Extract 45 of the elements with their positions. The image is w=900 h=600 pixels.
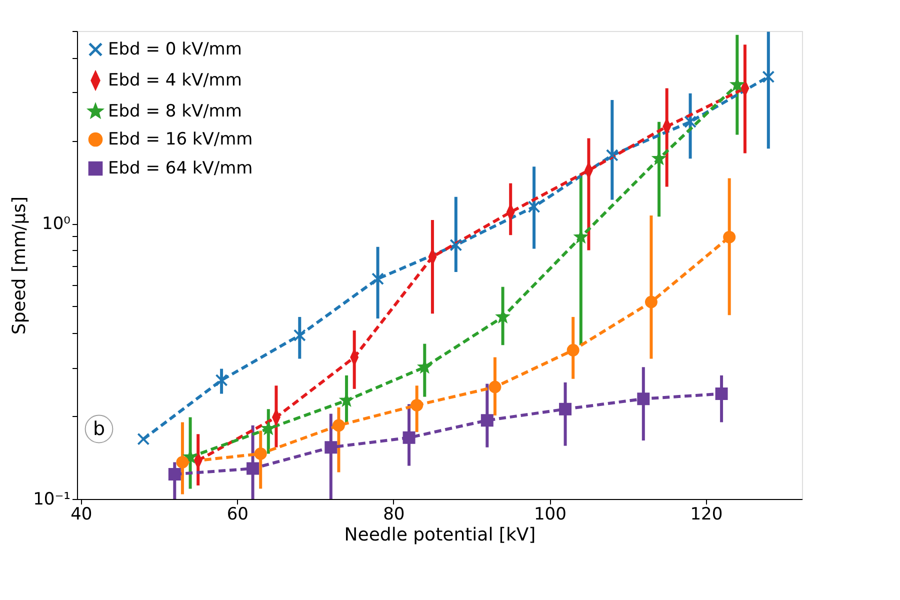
point bbox=[418, 360, 431, 372]
x-tick-label: 100 bbox=[534, 504, 566, 524]
x-tick-label: 120 bbox=[690, 504, 723, 524]
point bbox=[262, 422, 274, 434]
point bbox=[410, 398, 424, 412]
legend-label: Ebd = 8 kV/mm bbox=[108, 102, 242, 122]
point bbox=[254, 447, 267, 460]
x-tick-label: 80 bbox=[383, 504, 405, 524]
legend-label: Ebd = 64 kV/mm bbox=[108, 158, 253, 178]
point bbox=[215, 374, 228, 386]
point bbox=[402, 431, 416, 444]
point bbox=[168, 468, 181, 480]
annotation: b bbox=[92, 418, 106, 440]
point bbox=[332, 419, 345, 432]
point bbox=[574, 230, 587, 242]
point bbox=[684, 116, 697, 128]
point bbox=[528, 200, 540, 214]
point bbox=[723, 230, 736, 244]
x-axis-title: Needle potential [kV] bbox=[344, 524, 536, 546]
point bbox=[566, 344, 580, 356]
x-tick-label: 60 bbox=[226, 504, 248, 524]
legend-label: Ebd = 0 kV/mm bbox=[108, 40, 242, 60]
point bbox=[372, 272, 384, 286]
point bbox=[644, 296, 658, 308]
legend-label: Ebd = 16 kV/mm bbox=[108, 130, 253, 150]
point bbox=[137, 432, 150, 446]
point bbox=[176, 456, 189, 468]
point bbox=[324, 441, 338, 454]
point bbox=[496, 310, 509, 322]
legend-label: Ebd = 4 kV/mm bbox=[108, 70, 242, 90]
y-tick-label: 10⁰ bbox=[42, 214, 71, 234]
point bbox=[762, 70, 775, 84]
point bbox=[637, 392, 650, 406]
point bbox=[731, 78, 744, 90]
point bbox=[488, 380, 502, 394]
y-tick-label: 10⁻¹ bbox=[33, 490, 70, 510]
point bbox=[559, 402, 572, 416]
point bbox=[606, 148, 618, 162]
point bbox=[246, 462, 260, 475]
point bbox=[715, 388, 728, 400]
point bbox=[450, 238, 462, 252]
point bbox=[293, 329, 306, 342]
x-tick-label: 40 bbox=[70, 504, 92, 524]
point bbox=[480, 414, 494, 427]
y-axis-title: Speed [mm/μs] bbox=[9, 196, 30, 335]
